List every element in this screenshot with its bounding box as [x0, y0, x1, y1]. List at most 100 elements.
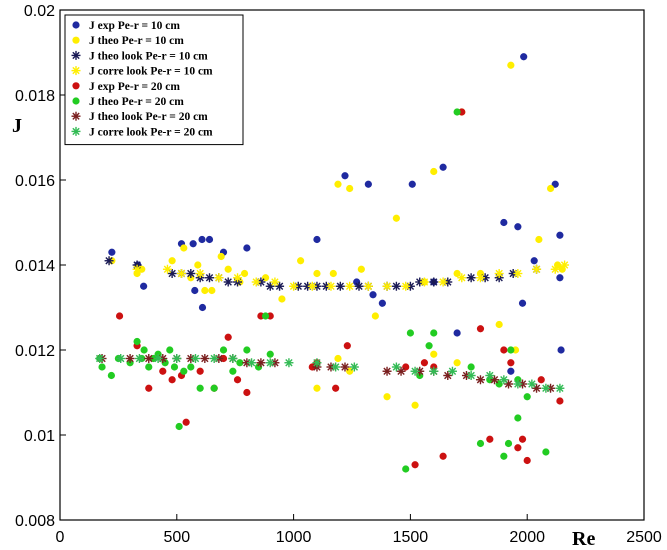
x-tick-label: 1000 — [276, 529, 312, 546]
y-tick-label: 0.008 — [15, 513, 55, 530]
data-point — [256, 358, 266, 368]
data-point — [541, 383, 551, 393]
data-point — [115, 312, 124, 320]
data-point — [349, 362, 359, 372]
data-point — [329, 269, 337, 278]
data-point — [429, 277, 439, 287]
data-point — [334, 180, 342, 188]
data-point — [371, 312, 379, 320]
data-point — [172, 354, 182, 363]
data-point — [453, 329, 461, 337]
x-tick-label: 500 — [163, 529, 190, 546]
data-point — [466, 273, 476, 283]
data-point — [466, 371, 476, 380]
data-point — [275, 281, 285, 291]
data-point — [332, 384, 340, 392]
data-point — [494, 269, 504, 278]
legend: J exp Pe-r = 10 cm J theo Pe-r = 10 cm J t… — [64, 14, 244, 146]
data-point — [313, 384, 321, 392]
data-point — [429, 366, 439, 376]
data-point — [153, 354, 163, 363]
data-point — [236, 359, 244, 367]
data-point — [532, 264, 542, 274]
data-point — [514, 444, 522, 452]
data-point — [495, 320, 503, 329]
data-point — [145, 363, 153, 371]
data-point — [243, 388, 251, 397]
data-point — [532, 383, 542, 393]
data-point — [439, 163, 447, 171]
data-point — [391, 362, 401, 372]
data-point — [261, 312, 270, 320]
data-point — [527, 379, 537, 389]
data-point — [228, 354, 238, 363]
data-point — [187, 363, 195, 371]
data-point — [247, 358, 257, 368]
data-point — [514, 223, 522, 231]
data-point — [224, 265, 232, 273]
y-tick-label: 0.02 — [24, 3, 55, 20]
data-point — [335, 281, 345, 291]
data-point — [144, 354, 154, 363]
legend-item: J theo Pe-r = 10 cm — [72, 35, 184, 47]
data-point — [500, 218, 508, 227]
data-point — [475, 375, 485, 385]
data-point — [556, 231, 564, 239]
data-point — [499, 375, 509, 385]
y-axis-title: J — [12, 115, 22, 137]
y-tick-label: 0.012 — [15, 343, 55, 360]
data-point — [205, 273, 215, 283]
data-point — [391, 281, 401, 291]
data-point — [408, 180, 416, 188]
data-point — [514, 414, 522, 422]
data-point — [476, 325, 485, 333]
data-point — [297, 257, 305, 265]
data-point — [457, 273, 467, 283]
data-point — [507, 367, 515, 375]
data-point — [354, 281, 364, 291]
data-point — [195, 269, 205, 278]
legend-label: J theo Pe-r = 20 cm — [89, 96, 184, 108]
data-point — [411, 401, 419, 409]
data-point — [439, 452, 447, 460]
data-point — [240, 269, 249, 278]
data-point — [537, 376, 545, 384]
data-point — [251, 277, 261, 287]
data-point — [162, 264, 172, 274]
data-point — [196, 367, 204, 375]
data-point — [555, 383, 565, 393]
data-point — [453, 359, 461, 367]
legend-item: J exp Pe-r = 10 cm — [72, 20, 180, 32]
data-point — [420, 359, 429, 367]
legend-item: J corre look Pe-r = 10 cm — [71, 66, 213, 78]
data-point — [340, 362, 350, 372]
data-point — [224, 333, 232, 341]
data-marks — [95, 53, 570, 473]
data-point — [95, 354, 105, 363]
data-point — [556, 274, 564, 282]
data-point — [406, 329, 414, 337]
data-point — [518, 299, 527, 307]
data-point — [504, 379, 514, 389]
data-point — [180, 367, 188, 375]
legend-label: J theo Pe-r = 10 cm — [89, 35, 184, 47]
data-point — [343, 342, 351, 350]
data-point — [546, 184, 555, 193]
data-point — [438, 277, 448, 287]
data-point — [208, 286, 216, 295]
legend-marker — [71, 111, 81, 121]
data-point — [175, 422, 183, 431]
data-point — [401, 281, 411, 291]
data-point — [168, 257, 176, 265]
data-point — [556, 397, 564, 405]
data-point — [210, 384, 218, 392]
data-point — [523, 393, 531, 401]
data-point — [443, 371, 453, 380]
x-tick-label: 0 — [56, 529, 65, 546]
data-point — [243, 346, 251, 354]
data-point — [513, 379, 523, 389]
legend-item: J theo look Pe-r = 20 cm — [71, 111, 208, 123]
legend-label: J corre look Pe-r = 10 cm — [89, 66, 213, 78]
data-point — [166, 346, 174, 354]
data-point — [170, 363, 179, 371]
